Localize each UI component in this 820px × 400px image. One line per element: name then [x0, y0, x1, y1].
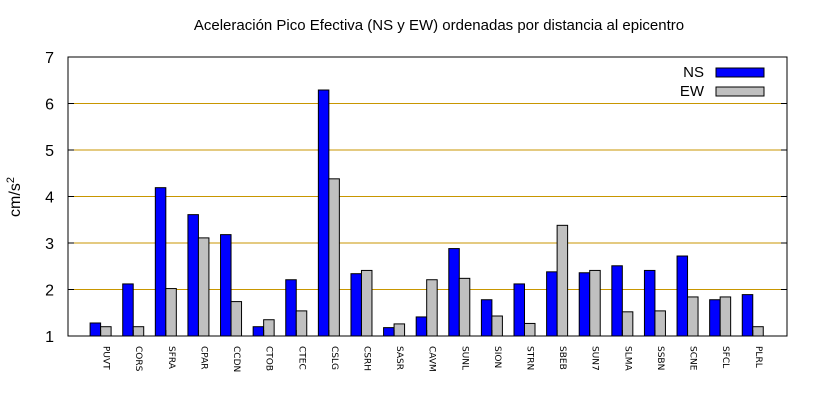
bar-ew-sunl [458, 277, 471, 337]
bar-ew-cors [132, 326, 145, 337]
legend-label-ns: NS [683, 64, 704, 81]
bar-ew-cpar [197, 237, 210, 337]
legend-label-ew: EW [680, 83, 705, 100]
y-tick-label: 6 [45, 97, 54, 114]
x-tick-label: CPAR [198, 346, 208, 370]
legend-swatch-ns [715, 67, 765, 78]
x-tick-label: SION [492, 346, 502, 368]
y-tick-label: 4 [45, 190, 54, 207]
x-axis-labels: PUVT CORS SFRA CPAR CCDN CTOB CTEC CSLG CSRH SASR… [100, 330, 763, 372]
bar-ns-ctec [285, 279, 297, 337]
bar-ns-sasr [383, 327, 395, 337]
bar-ns-csrh [350, 273, 362, 337]
x-tick-label: SSBN [655, 346, 665, 370]
bar-ns-cpar [187, 214, 199, 337]
x-tick-label: SFCL [720, 346, 730, 368]
x-tick-label: CSLG [329, 346, 339, 370]
y-tick-label: 7 [45, 50, 54, 67]
bar-ew-strn [524, 322, 536, 337]
bar-ew-plrl [752, 326, 764, 337]
bars [89, 89, 764, 337]
bar-ns-puvt [89, 322, 102, 337]
bar-ns-cors [122, 283, 134, 337]
x-tick-label: SUNL [459, 346, 469, 370]
bar-ew-ccdn [230, 301, 243, 337]
bar-ew-ctec [295, 310, 308, 337]
bar-ew-sfra [165, 288, 177, 337]
bar-ns-sion [480, 299, 493, 337]
bar-ew-sun7 [589, 269, 601, 337]
bar-ew-ctob [263, 319, 275, 337]
bar-ew-scne [687, 296, 699, 337]
bar-ns-sfcl [709, 299, 721, 337]
x-tick-label: CTEC [296, 346, 306, 370]
legend-swatch-ew [715, 86, 765, 97]
bar-ns-cslg [317, 89, 330, 337]
bar-ew-cslg [328, 178, 340, 337]
y-axis-label-exponent: 2 [5, 177, 17, 183]
bar-ew-sasr [393, 323, 406, 337]
bar-ew-puvt [100, 326, 112, 337]
x-tick-label: CTOB [264, 346, 274, 371]
x-tick-label: SASR [394, 346, 404, 370]
bar-ns-sun7 [578, 272, 591, 337]
bar-ns-slma [611, 265, 623, 337]
y-tick-label: 2 [45, 283, 54, 300]
x-tick-label: PUVT [101, 346, 111, 370]
bar-ew-cavm [426, 279, 438, 337]
bar-ew-slma [621, 311, 634, 337]
y-axis-label: cm/s2 [5, 177, 24, 217]
bar-ns-sunl [448, 248, 460, 337]
x-tick-label: SLMA [622, 346, 632, 371]
bar-ew-sion [491, 315, 503, 337]
y-tick-label: 3 [45, 236, 54, 253]
bar-ns-cavm [415, 316, 428, 337]
bar-ns-strn [513, 283, 526, 337]
bar-ns-ctob [252, 326, 265, 337]
y-axis-ticks: 1 2 3 4 5 6 7 [45, 50, 787, 346]
x-tick-label: CSRH [361, 346, 371, 371]
x-tick-label: PLRL [753, 346, 763, 368]
bar-ew-sfcl [719, 296, 732, 337]
y-axis-label-base: cm/s [7, 183, 24, 217]
legend: NS EW [680, 64, 765, 100]
x-tick-label: SCNE [688, 346, 698, 371]
x-tick-label: SUN7 [590, 346, 600, 371]
chart-title: Aceleración Pico Efectiva (NS y EW) orde… [194, 17, 684, 34]
bar-ns-scne [676, 255, 689, 337]
bar-ns-ccdn [220, 234, 232, 337]
bar-ns-sbeb [546, 271, 558, 337]
y-tick-label: 5 [45, 143, 54, 160]
x-tick-label: CCDN [231, 346, 241, 372]
bar-ew-sbeb [556, 224, 569, 337]
x-tick-label: CORS [133, 346, 143, 372]
x-tick-label: CAVM [427, 346, 437, 372]
bar-ew-ssbn [654, 310, 666, 337]
bar-ns-sfra [154, 187, 167, 337]
bar-ns-ssbn [643, 269, 656, 337]
y-tick-label: 1 [45, 329, 54, 346]
bar-ns-plrl [741, 294, 754, 337]
bar-ew-csrh [360, 269, 373, 337]
x-tick-label: STRN [525, 346, 535, 370]
x-tick-label: SFRA [166, 346, 176, 370]
x-tick-label: SBEB [557, 346, 567, 370]
